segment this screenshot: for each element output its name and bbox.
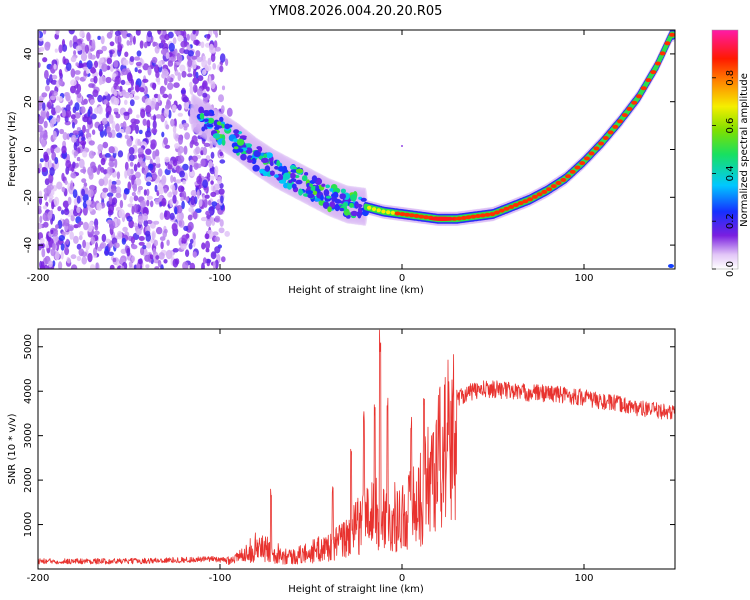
snr-y-tick-label: 3000 <box>23 423 34 448</box>
figure-title: YM08.2026.004.20.20.R05 <box>269 4 443 19</box>
spectrogram-image <box>38 30 675 269</box>
snr-y-tick-label: 1000 <box>23 512 34 537</box>
snr-y-tick-label: 5000 <box>23 334 34 359</box>
snr-x-tick-label: -200 <box>27 573 50 584</box>
snr-y-tick-label: 4000 <box>23 378 34 403</box>
colorbar-tick-label: 0.4 <box>725 165 736 181</box>
spectrogram-y-tick-label: -40 <box>23 237 34 253</box>
colorbar-tick-label: 0.0 <box>725 261 736 277</box>
colorbar: 0.0 0.2 0.4 0.6 0.8 Normalized spectral ampl… <box>711 29 750 277</box>
snr-x-tick-label: 0 <box>399 573 405 584</box>
spectrogram-y-label: Frequency (Hz) <box>7 111 18 187</box>
colorbar-tick-label: 0.6 <box>725 118 736 134</box>
spectrogram-y-tick-label: 0 <box>23 146 34 152</box>
spectrogram-y-tick-label: 20 <box>23 95 34 108</box>
snr-x-axis: -200 -100 0 100 <box>27 329 594 584</box>
snr-x-label: Height of straight line (km) <box>288 584 424 595</box>
spectrogram-y-tick-label: 40 <box>23 48 34 61</box>
snr-y-axis: 1000 2000 3000 4000 5000 <box>23 334 675 537</box>
snr-x-tick-label: 100 <box>574 573 593 584</box>
snr-y-tick-label: 2000 <box>23 467 34 492</box>
spectrogram-x-tick-label: -100 <box>209 273 232 284</box>
snr-y-label: SNR (10 * v/v) <box>7 413 18 484</box>
colorbar-label: Normalized spectral amplitude <box>739 73 750 227</box>
spectrogram-x-tick-label: -200 <box>27 273 50 284</box>
spectrogram-y-axis: -40 -20 0 20 40 <box>23 48 675 253</box>
spectrogram-y-tick-label: -20 <box>23 189 34 205</box>
colorbar-ticks: 0.0 0.2 0.4 0.6 0.8 <box>712 70 736 277</box>
snr-frame <box>37 328 676 570</box>
spectrogram-x-axis: -200 -100 0 100 <box>27 30 594 284</box>
colorbar-tick-label: 0.2 <box>725 213 736 229</box>
spectrogram-x-label: Height of straight line (km) <box>288 285 424 296</box>
colorbar-tick-label: 0.8 <box>725 70 736 86</box>
snr-series-line <box>38 329 675 565</box>
spectrogram-x-tick-label: 100 <box>574 273 593 284</box>
colorbar-gradient <box>711 29 739 270</box>
spectrogram-x-tick-label: 0 <box>399 273 405 284</box>
snr-x-tick-label: -100 <box>209 573 232 584</box>
snr-panel: -200 -100 0 100 1000 2000 3000 4000 5000 Height… <box>7 328 676 595</box>
